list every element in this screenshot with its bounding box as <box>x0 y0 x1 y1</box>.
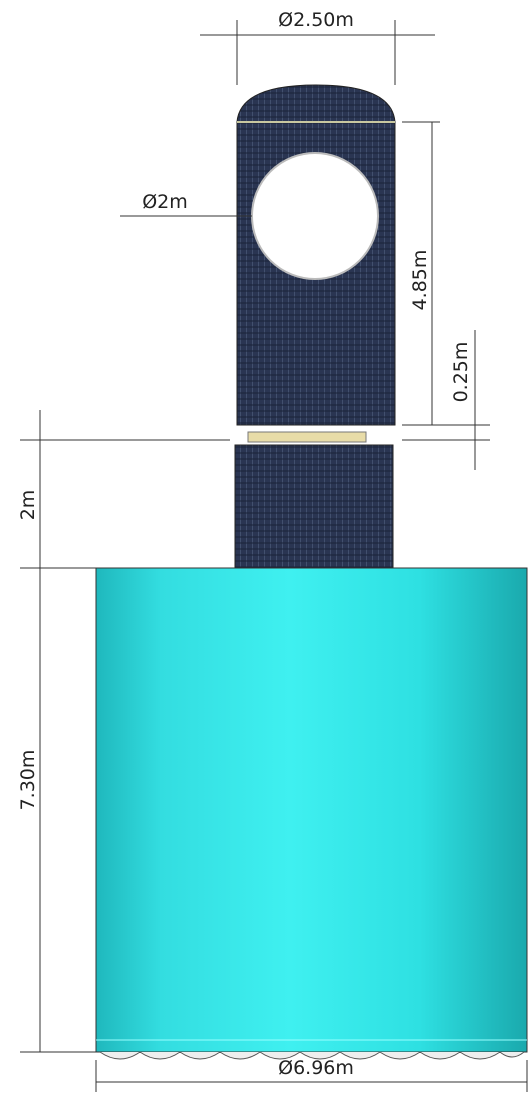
dimension-label: Ø2m <box>142 191 188 213</box>
lower-module <box>235 445 393 568</box>
diagram: Ø2.50m Ø2m 4.85m 0.25m 2m 7.30m Ø6.96m <box>0 0 532 1096</box>
dimension-label: 7.30m <box>17 750 39 811</box>
dimension-label: 2m <box>17 490 39 521</box>
dimension-label: 0.25m <box>450 342 472 403</box>
dimension-label: Ø2.50m <box>278 9 354 31</box>
upper-module <box>237 85 395 425</box>
connector-ring <box>248 432 366 442</box>
dimension-label: Ø6.96m <box>278 1057 354 1079</box>
dimension-label: 4.85m <box>409 250 431 311</box>
base-cylinder <box>96 568 527 1052</box>
